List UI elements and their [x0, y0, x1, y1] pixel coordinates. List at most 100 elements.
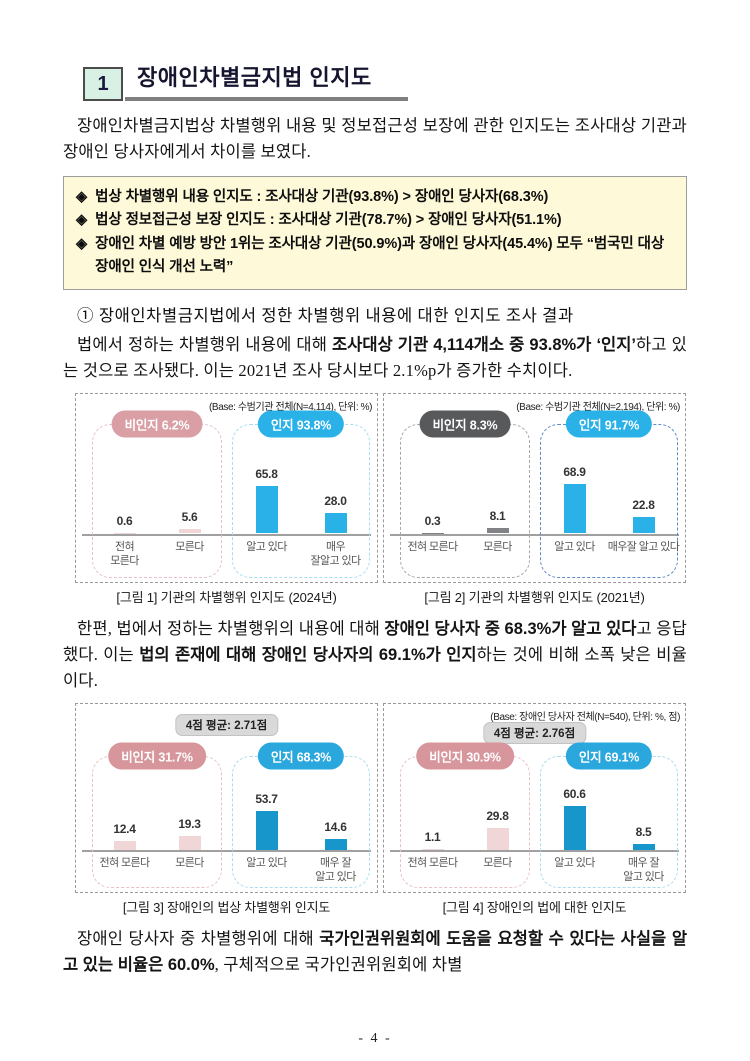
category-label: 매우 잘 알고 있다: [623, 856, 664, 883]
bar: [563, 483, 586, 534]
bar: [421, 532, 444, 534]
person-awareness-paragraph: 한편, 법에서 정하는 차별행위의 내용에 대해 장애인 당사자 중 68.3%…: [63, 616, 687, 695]
body-text: 장애인 당사자 중 차별행위에 대해: [77, 928, 320, 948]
group-pill: 인지 93.8%: [257, 410, 345, 437]
caption-row-top: [그림 1] 기관의 차별행위 인지도 (2024년) [그림 2] 기관의 차…: [63, 587, 687, 606]
category-label: 알고 있다: [246, 540, 287, 553]
bar: [113, 840, 136, 850]
group-pill: 비인지 30.9%: [416, 742, 514, 770]
summary-item: ◈ 법상 차별행위 내용 인지도 : 조사대상 기관(93.8%) > 장애인 당…: [76, 186, 672, 209]
section-title-underline: 장애인차별금지법 인지도: [125, 60, 408, 101]
summary-item-text: 법상 정보접근성 보장 인지도 : 조사대상 기관(78.7%) > 장애인 당…: [95, 212, 562, 229]
category-label: 전혀 모른다: [99, 856, 150, 869]
section-title: 장애인차별금지법 인지도: [137, 65, 372, 90]
axis-baseline: [390, 533, 679, 536]
chart-figure-4: (Base: 장애인 당사자 전체(N=540), 단위: %, 점) 4점 평균…: [383, 702, 686, 893]
axis-baseline: [82, 533, 371, 536]
bar-value-label: 28.0: [324, 494, 347, 509]
group-pill: 비인지 8.3%: [419, 410, 511, 437]
emphasis-text: 법의 존재에 대해 장애인 당사자의 69.1%가 인지: [139, 645, 477, 664]
category-label: 모른다: [175, 540, 204, 553]
section-header: 1 장애인차별금지법 인지도: [83, 60, 687, 101]
bar-value-label: 14.6: [324, 820, 347, 835]
bar: [563, 806, 586, 850]
group-box: [400, 423, 530, 578]
bar-value-label: 8.1: [489, 508, 506, 523]
summary-item-text: 법상 차별행위 내용 인지도 : 조사대상 기관(93.8%) > 장애인 당사…: [95, 188, 549, 205]
nhrc-paragraph: 장애인 당사자 중 차별행위에 대해 국가인권위원회에 도움을 요청할 수 있다…: [63, 926, 687, 979]
document-page: 1 장애인차별금지법 인지도 장애인차별금지법상 차별행위 내용 및 정보접근성…: [63, 60, 687, 979]
base-note: (Base: 수범기관 전체(N=4,114), 단위: %): [209, 401, 372, 413]
bar: [324, 513, 347, 534]
bar: [324, 839, 347, 850]
bar-value-label: 19.3: [178, 816, 201, 831]
diamond-bullet-icon: ◈: [76, 212, 88, 229]
bar-value-label: 68.9: [563, 464, 586, 479]
group-pill: 인지 91.7%: [565, 410, 653, 437]
body-text: 한편, 법에서 정하는 차별행위의 내용에 대해: [77, 618, 385, 638]
category-label: 전혀 모른다: [110, 540, 139, 567]
bar-value-label: 0.3: [424, 513, 441, 528]
category-label: 매우잘 알고 있다: [607, 540, 680, 553]
base-note: (Base: 수범기관 전체(N=2,194), 단위: %): [516, 401, 680, 413]
bar: [255, 486, 278, 534]
axis-baseline: [390, 849, 679, 852]
bar-value-label: 12.4: [113, 821, 136, 836]
group-pill: 비인지 31.7%: [108, 742, 206, 770]
intro-paragraph: 장애인차별금지법상 차별행위 내용 및 정보접근성 보장에 관한 인지도는 조사…: [63, 113, 687, 166]
bar-value-label: 1.1: [424, 829, 441, 844]
body-text: 하고 있는 것으로 조사됐다. 이는 2021년 조사 당시보다 2.1%p가 …: [63, 334, 687, 381]
section-number-box: 1: [83, 67, 123, 101]
average-pill: 4점 평균: 2.71점: [174, 713, 279, 736]
category-label: 알고 있다: [554, 856, 595, 869]
group-pill: 인지 69.1%: [565, 742, 653, 770]
subsection-heading: ① 장애인차별금지법에서 정한 차별행위 내용에 대한 인지도 조사 결과: [77, 305, 574, 325]
bar: [486, 828, 509, 850]
diamond-bullet-icon: ◈: [76, 188, 88, 205]
chart-figure-2: (Base: 수범기관 전체(N=2,194), 단위: %) 비인지 8.3% 0…: [383, 392, 686, 583]
bar-value-label: 22.8: [632, 498, 655, 513]
figure-3-caption: [그림 3] 장애인의 법상 차별행위 인지도: [122, 899, 331, 915]
bar-value-label: 53.7: [255, 792, 278, 806]
emphasis-text: 장애인 당사자 중 68.3%가 알고 있다: [384, 619, 637, 638]
diamond-bullet-icon: ◈: [76, 235, 88, 252]
category-label: 전혀 모른다: [407, 856, 458, 869]
category-label: 모른다: [483, 856, 512, 869]
summary-item: ◈ 법상 정보접근성 보장 인지도 : 조사대상 기관(78.7%) > 장애인 …: [76, 209, 672, 232]
emphasis-text: 조사대상 기관 4,114개소 중 93.8%가 ‘인지’: [331, 335, 636, 354]
body-text: 하는 것에 비해 소폭 낮은 비율이다.: [63, 644, 687, 691]
bar-value-label: 60.6: [563, 787, 586, 802]
bar: [486, 527, 509, 534]
bar-value-label: 65.8: [255, 467, 278, 482]
bar-value-label: 0.6: [116, 513, 133, 528]
bar: [178, 529, 201, 534]
base-note: (Base: 장애인 당사자 전체(N=540), 단위: %, 점): [490, 711, 680, 723]
bar: [255, 811, 278, 850]
axis-baseline: [82, 849, 371, 852]
figure-4-caption: [그림 4] 장애인의 법에 대한 인지도: [442, 899, 627, 915]
body-text: 장애인차별금지법상 차별행위 내용 및 정보접근성 보장에 관한 인지도는 조사…: [63, 116, 687, 162]
bar-value-label: 29.8: [486, 809, 509, 824]
figure-1-caption: [그림 1] 기관의 차별행위 인지도 (2024년): [116, 589, 337, 605]
summary-item: ◈ 장애인 차별 예방 방안 1위는 조사대상 기관(50.9%)과 장애인 당사…: [76, 233, 672, 280]
page-number: - 4 -: [358, 1031, 392, 1046]
bar: [632, 843, 655, 850]
category-label: 전혀 모른다: [407, 540, 458, 553]
summary-box: ◈ 법상 차별행위 내용 인지도 : 조사대상 기관(93.8%) > 장애인 당…: [63, 175, 687, 290]
group-pill: 인지 68.3%: [257, 742, 345, 770]
section-number: 1: [97, 72, 109, 95]
figure-row-top: (Base: 수범기관 전체(N=4,114), 단위: %) 비인지 6.2% 0…: [63, 392, 687, 583]
summary-item-text: 장애인 차별 예방 방안 1위는 조사대상 기관(50.9%)과 장애인 당사자…: [95, 235, 665, 276]
bar-value-label: 8.5: [635, 824, 652, 839]
category-label: 매우 잘 알고 있다: [315, 856, 356, 883]
caption-row-bottom: [그림 3] 장애인의 법상 차별행위 인지도 [그림 4] 장애인의 법에 대…: [63, 897, 687, 916]
category-label: 알고 있다: [554, 540, 595, 553]
body-text: 고 응답했다. 이는: [63, 618, 687, 664]
category-label: 모른다: [483, 540, 512, 553]
bar-value-label: 5.6: [181, 510, 198, 525]
group-pill: 비인지 6.2%: [111, 410, 203, 437]
body-text: , 구체적으로 국가인권위원회에 차별: [214, 955, 463, 975]
category-label: 매우 잘알고 있다: [310, 540, 361, 567]
bar: [632, 517, 655, 534]
